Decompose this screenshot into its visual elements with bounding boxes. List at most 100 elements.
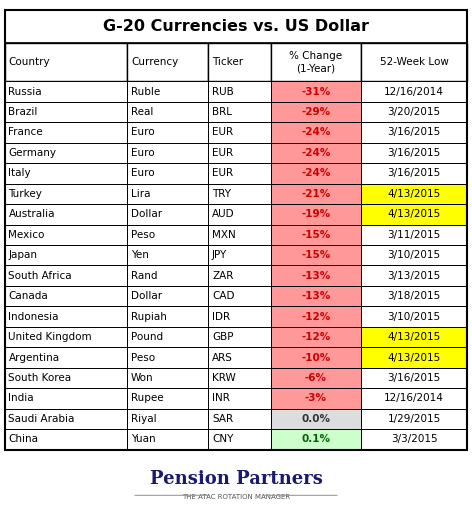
Text: 3/3/2015: 3/3/2015 xyxy=(391,434,438,444)
Text: -21%: -21% xyxy=(301,189,330,199)
FancyBboxPatch shape xyxy=(208,183,271,204)
FancyBboxPatch shape xyxy=(5,347,127,368)
Text: India: India xyxy=(8,393,34,403)
Text: % Change
(1-Year): % Change (1-Year) xyxy=(289,51,342,73)
FancyBboxPatch shape xyxy=(5,102,127,122)
FancyBboxPatch shape xyxy=(361,388,467,408)
Text: 3/11/2015: 3/11/2015 xyxy=(388,230,441,240)
Text: ARS: ARS xyxy=(212,353,233,363)
Text: -24%: -24% xyxy=(301,128,330,138)
FancyBboxPatch shape xyxy=(271,225,361,245)
Text: Real: Real xyxy=(131,107,153,117)
Text: Saudi Arabia: Saudi Arabia xyxy=(8,414,75,424)
FancyBboxPatch shape xyxy=(271,429,361,450)
FancyBboxPatch shape xyxy=(208,368,271,388)
FancyBboxPatch shape xyxy=(271,286,361,306)
Text: Pound: Pound xyxy=(131,332,163,342)
FancyBboxPatch shape xyxy=(5,265,127,286)
FancyBboxPatch shape xyxy=(5,429,127,450)
FancyBboxPatch shape xyxy=(361,102,467,122)
FancyBboxPatch shape xyxy=(127,306,208,327)
FancyBboxPatch shape xyxy=(127,204,208,225)
FancyBboxPatch shape xyxy=(271,306,361,327)
Text: -19%: -19% xyxy=(301,209,330,219)
FancyBboxPatch shape xyxy=(127,163,208,183)
Text: CAD: CAD xyxy=(212,291,235,301)
FancyBboxPatch shape xyxy=(208,245,271,265)
FancyBboxPatch shape xyxy=(127,265,208,286)
FancyBboxPatch shape xyxy=(361,306,467,327)
Text: South Africa: South Africa xyxy=(8,271,72,280)
Text: Peso: Peso xyxy=(131,230,155,240)
FancyBboxPatch shape xyxy=(208,388,271,408)
FancyBboxPatch shape xyxy=(208,327,271,347)
Text: Brazil: Brazil xyxy=(8,107,38,117)
Text: Lira: Lira xyxy=(131,189,151,199)
Text: -31%: -31% xyxy=(301,86,330,97)
FancyBboxPatch shape xyxy=(5,408,127,429)
FancyBboxPatch shape xyxy=(271,265,361,286)
FancyBboxPatch shape xyxy=(361,183,467,204)
FancyBboxPatch shape xyxy=(361,163,467,183)
Text: Indonesia: Indonesia xyxy=(8,311,59,322)
FancyBboxPatch shape xyxy=(208,225,271,245)
FancyBboxPatch shape xyxy=(361,122,467,143)
Text: Yuan: Yuan xyxy=(131,434,156,444)
Text: Riyal: Riyal xyxy=(131,414,157,424)
Text: Dollar: Dollar xyxy=(131,291,162,301)
Text: -29%: -29% xyxy=(301,107,330,117)
Text: BRL: BRL xyxy=(212,107,232,117)
FancyBboxPatch shape xyxy=(5,286,127,306)
FancyBboxPatch shape xyxy=(5,388,127,408)
FancyBboxPatch shape xyxy=(208,143,271,163)
FancyBboxPatch shape xyxy=(361,286,467,306)
FancyBboxPatch shape xyxy=(361,265,467,286)
FancyBboxPatch shape xyxy=(127,327,208,347)
Text: -10%: -10% xyxy=(301,353,330,363)
Text: Peso: Peso xyxy=(131,353,155,363)
FancyBboxPatch shape xyxy=(361,245,467,265)
Text: IDR: IDR xyxy=(212,311,230,322)
Text: Yen: Yen xyxy=(131,250,149,260)
Text: Russia: Russia xyxy=(8,86,42,97)
FancyBboxPatch shape xyxy=(361,408,467,429)
FancyBboxPatch shape xyxy=(271,81,361,102)
Text: RUB: RUB xyxy=(212,86,234,97)
Text: 3/16/2015: 3/16/2015 xyxy=(388,373,441,383)
Text: ZAR: ZAR xyxy=(212,271,233,280)
Text: United Kingdom: United Kingdom xyxy=(8,332,92,342)
FancyBboxPatch shape xyxy=(127,102,208,122)
FancyBboxPatch shape xyxy=(271,388,361,408)
FancyBboxPatch shape xyxy=(208,204,271,225)
FancyBboxPatch shape xyxy=(361,43,467,81)
Text: THE ATAC ROTATION MANAGER: THE ATAC ROTATION MANAGER xyxy=(182,494,290,500)
Text: -15%: -15% xyxy=(301,250,330,260)
FancyBboxPatch shape xyxy=(5,245,127,265)
FancyBboxPatch shape xyxy=(127,183,208,204)
FancyBboxPatch shape xyxy=(271,327,361,347)
Text: 4/13/2015: 4/13/2015 xyxy=(388,209,441,219)
Text: EUR: EUR xyxy=(212,168,233,178)
FancyBboxPatch shape xyxy=(208,122,271,143)
FancyBboxPatch shape xyxy=(5,225,127,245)
FancyBboxPatch shape xyxy=(208,347,271,368)
Text: JPY: JPY xyxy=(212,250,228,260)
FancyBboxPatch shape xyxy=(5,122,127,143)
FancyBboxPatch shape xyxy=(271,102,361,122)
Text: 3/18/2015: 3/18/2015 xyxy=(388,291,441,301)
Text: SAR: SAR xyxy=(212,414,233,424)
Text: 3/13/2015: 3/13/2015 xyxy=(388,271,441,280)
FancyBboxPatch shape xyxy=(127,368,208,388)
Text: 1/29/2015: 1/29/2015 xyxy=(388,414,441,424)
FancyBboxPatch shape xyxy=(271,245,361,265)
Text: Germany: Germany xyxy=(8,148,57,158)
FancyBboxPatch shape xyxy=(5,10,467,43)
Text: -24%: -24% xyxy=(301,148,330,158)
FancyBboxPatch shape xyxy=(361,327,467,347)
Text: Turkey: Turkey xyxy=(8,189,42,199)
Text: Australia: Australia xyxy=(8,209,55,219)
FancyBboxPatch shape xyxy=(271,408,361,429)
Text: 52-Week Low: 52-Week Low xyxy=(379,57,448,67)
FancyBboxPatch shape xyxy=(127,245,208,265)
Text: South Korea: South Korea xyxy=(8,373,72,383)
